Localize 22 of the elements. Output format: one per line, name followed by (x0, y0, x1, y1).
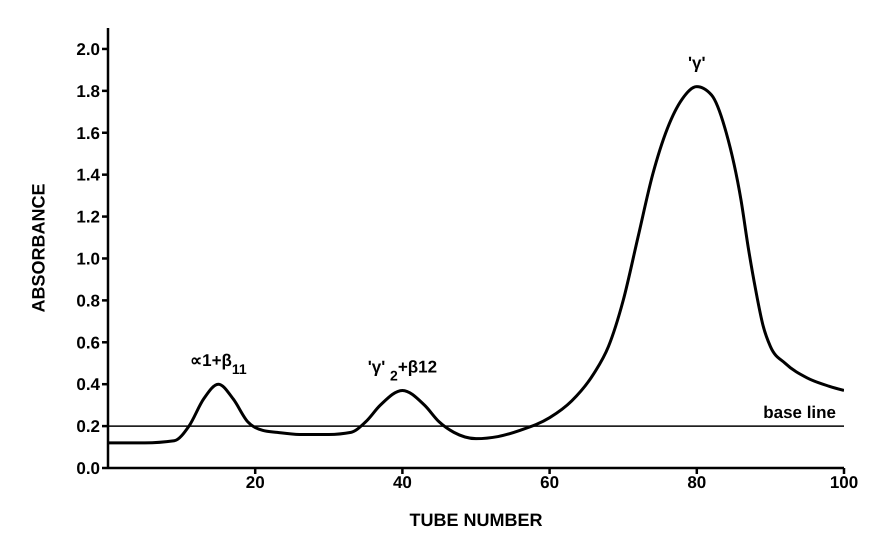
y-tick-label: 1.0 (76, 250, 100, 269)
y-axis-title: ABSORBANCE (28, 183, 48, 313)
y-tick-label: 2.0 (76, 40, 100, 59)
x-axis-title: TUBE NUMBER (410, 510, 542, 530)
y-tick-label: 0.8 (76, 291, 100, 310)
y-tick-label: 0.2 (76, 417, 100, 436)
ref-line-label: base line (763, 403, 836, 422)
annotation: 'γ' (688, 54, 706, 73)
x-tick-label: 40 (392, 473, 412, 492)
y-tick-label: 1.8 (76, 82, 100, 101)
annotation: ∝1+β$_{11}$ (190, 351, 247, 378)
y-tick-label: 0.4 (76, 375, 101, 394)
annotation: 'γ' $_{2}$+β12 (368, 357, 438, 384)
y-tick-label: 0.0 (76, 459, 100, 478)
y-tick-label: 0.6 (76, 333, 100, 352)
y-tick-label: 1.4 (76, 166, 101, 185)
x-tick-label: 20 (246, 473, 265, 492)
y-tick-label: 1.2 (76, 208, 100, 227)
y-tick-label: 1.6 (76, 124, 100, 143)
x-tick-label: 80 (687, 473, 706, 492)
x-tick-label: 100 (830, 473, 858, 492)
x-tick-label: 60 (540, 473, 560, 492)
